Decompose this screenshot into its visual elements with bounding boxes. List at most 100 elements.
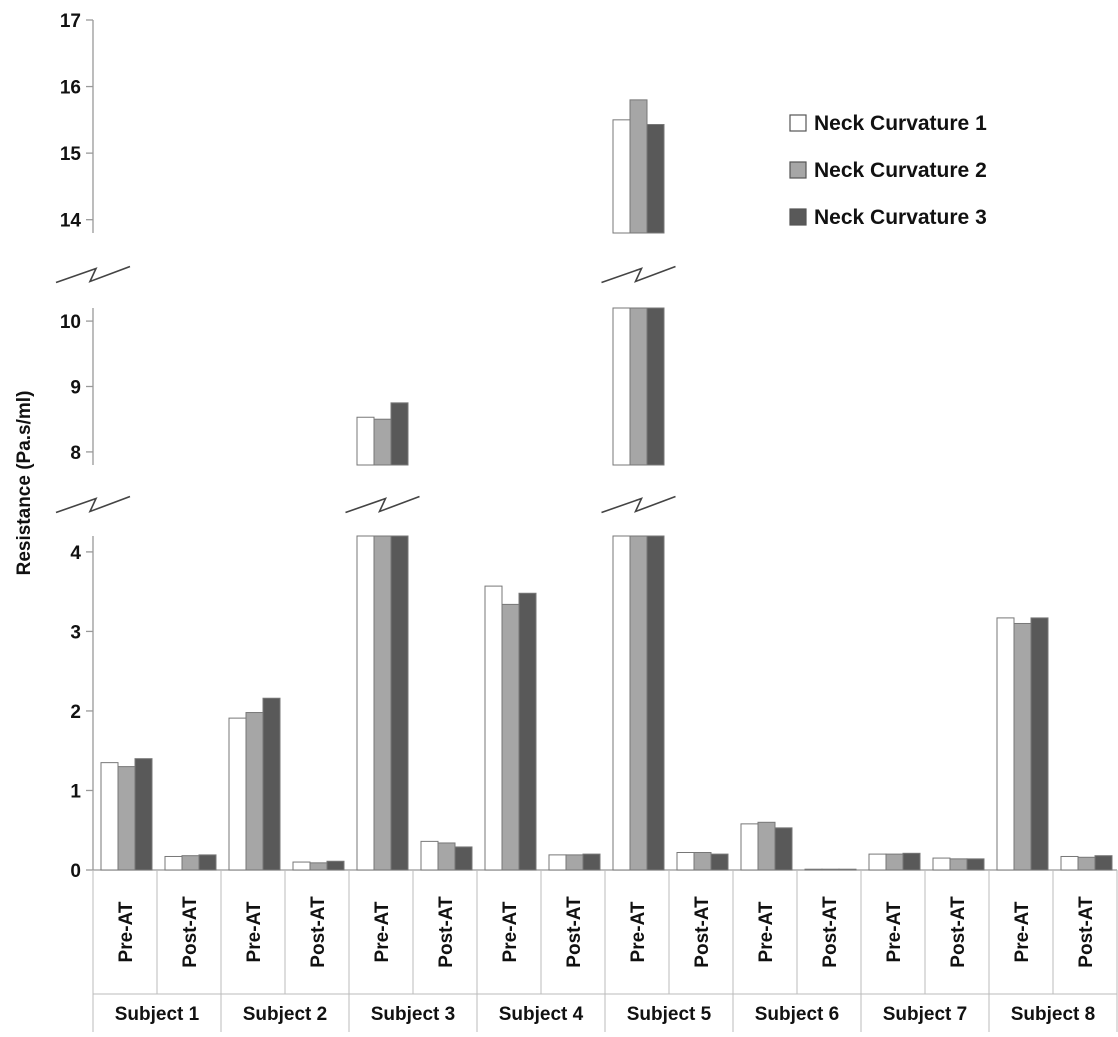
bar-segment [629,535,648,871]
bar [932,857,951,871]
x-group-label: Subject 5 [627,1004,712,1025]
y-tick-label: 1 [70,781,81,802]
y-tick-label: 3 [70,622,81,643]
x-category-label: Pre-AT [372,901,393,962]
legend-swatch [789,161,807,179]
bar [646,124,665,234]
bar-segment [646,535,665,871]
x-group-label: Subject 3 [371,1004,455,1025]
bar [245,712,264,871]
bar [1030,617,1049,871]
x-category-label: Pre-AT [500,901,521,962]
x-group-label: Subject 8 [1011,1004,1095,1025]
y-tick-label: 15 [60,144,82,165]
bar [326,860,345,871]
x-category-label: Post-AT [948,896,969,968]
bar [757,821,776,871]
bar [484,585,503,871]
legend-label: Neck Curvature 2 [814,159,987,182]
bar-segment [646,307,665,466]
bar [902,852,921,871]
x-category-label: Post-AT [180,896,201,968]
x-category-label: Pre-AT [756,901,777,962]
bar [565,854,584,871]
legend-swatch [789,208,807,226]
bar [164,855,183,871]
bar [774,827,793,871]
bar-segment [356,535,375,871]
axis-break-mark [345,495,420,514]
bar [868,853,887,871]
bar [117,766,136,871]
axis-break-layer [55,265,676,514]
axis-break-mark [55,495,131,514]
legend-swatch [789,114,807,132]
y-tick-label: 16 [60,78,81,99]
bar [582,853,601,871]
y-tick-label: 8 [70,443,81,464]
bar [518,592,537,871]
bar [996,617,1015,871]
bar [710,853,729,871]
bar [181,855,200,871]
x-category-label: Post-AT [1076,896,1097,968]
x-group-label: Subject 2 [243,1004,327,1025]
bar [454,846,473,871]
bar [309,862,328,871]
legend-label: Neck Curvature 1 [814,112,987,135]
x-category-label: Pre-AT [116,901,137,962]
x-group-label: Subject 1 [115,1004,200,1025]
bar [740,823,759,871]
bar [420,840,439,871]
bar [612,119,631,234]
bar [676,852,695,871]
x-category-label: Pre-AT [244,901,265,962]
y-tick-label: 9 [70,378,81,399]
bar [501,603,520,871]
bar [100,762,119,871]
bar [966,858,985,871]
axis-layer: 0 1 2 3 4 8 9 10 14 15 16 17 [60,11,1118,1032]
bar [198,854,217,871]
axis-break-mark [601,265,676,284]
x-category-label: Post-AT [820,896,841,968]
bar [804,868,823,871]
axis-break-mark [55,265,131,284]
x-group-label: Subject 7 [883,1004,967,1025]
bar-layer [100,99,1113,871]
bar [373,418,392,466]
legend: Neck Curvature 1 Neck Curvature 2 Neck Cur… [789,112,987,229]
legend-label: Neck Curvature 3 [814,206,987,229]
bar [134,758,153,871]
bar [1077,856,1096,871]
y-axis-title: Resistance (Pa.s/ml) [14,391,35,576]
y-tick-label: 17 [60,11,81,32]
bar [228,717,247,871]
bar [437,842,456,871]
bar [1060,855,1079,871]
bar-segment [612,307,631,466]
bar [885,853,904,871]
bar [838,868,857,871]
x-category-label: Pre-AT [884,901,905,962]
axis-break-mark [601,495,676,514]
x-category-label: Post-AT [692,896,713,968]
x-group-label: Subject 4 [499,1004,584,1025]
bar [1094,855,1113,871]
bar [548,854,567,871]
y-tick-label: 14 [60,211,82,232]
bar [292,861,311,871]
bar [693,852,712,871]
bar-segment [373,535,392,871]
y-tick-label: 2 [70,702,81,723]
label-layer: Pre-AT Post-AT Pre-AT Post-AT Pre-AT Post-AT P… [115,896,1097,1025]
y-tick-label: 0 [70,861,81,882]
x-category-label: Post-AT [436,896,457,968]
bar [1013,622,1032,871]
bar [262,697,281,871]
y-tick-label: 4 [70,543,81,564]
bar [949,858,968,871]
x-category-label: Pre-AT [1012,901,1033,962]
